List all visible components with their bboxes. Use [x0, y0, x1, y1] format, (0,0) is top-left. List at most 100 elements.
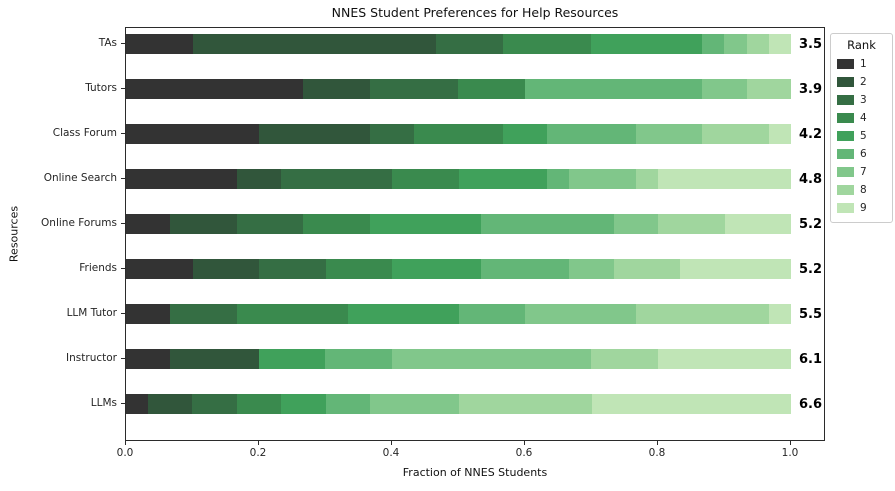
- bar-segment-rank-7: [702, 79, 747, 99]
- bar-segment-rank-5: [258, 349, 326, 369]
- bar-segment-rank-1: [126, 304, 171, 324]
- legend-entry-rank-5: 5: [837, 127, 886, 145]
- bar-segment-rank-9: [768, 304, 792, 324]
- x-tick-mark: [657, 441, 658, 445]
- bar-segment-rank-7: [569, 259, 614, 279]
- bar-segment-rank-9: [724, 214, 792, 234]
- bar-segment-rank-7: [635, 124, 703, 144]
- bar-segment-rank-9: [657, 169, 791, 189]
- legend-swatch-rank-6: [837, 149, 854, 159]
- mean-rank-label-online-forums: 5.2: [799, 216, 823, 232]
- bar-segment-rank-4: [414, 124, 503, 144]
- x-tick-label-0.8: 0.8: [648, 447, 666, 459]
- bar-segment-rank-6: [547, 169, 570, 189]
- mean-rank-label-tutors: 3.9: [799, 81, 823, 97]
- x-tick-mark: [125, 441, 126, 445]
- y-tick-label-online-search: Online Search: [43, 172, 117, 184]
- bar-segment-rank-4: [236, 304, 348, 324]
- legend-entry-rank-6: 6: [837, 145, 886, 163]
- bar-tas: [126, 34, 791, 54]
- y-tick-label-class-forum: Class Forum: [52, 127, 117, 139]
- bar-segment-rank-4: [502, 34, 592, 54]
- y-tick-label-friends: Friends: [79, 262, 117, 274]
- legend-label-rank-6: 6: [860, 148, 867, 160]
- legend-entry-rank-7: 7: [837, 163, 886, 181]
- y-tick-mark: [121, 268, 125, 269]
- bar-segment-rank-2: [259, 124, 370, 144]
- y-tick-label-tas: TAs: [98, 37, 117, 49]
- bar-segment-rank-2: [192, 259, 259, 279]
- legend-entry-rank-2: 2: [837, 73, 886, 91]
- bar-segment-rank-3: [236, 214, 304, 234]
- bar-segment-rank-6: [702, 34, 725, 54]
- legend-label-rank-5: 5: [860, 130, 867, 142]
- bar-segment-rank-5: [369, 214, 481, 234]
- mean-rank-label-class-forum: 4.2: [799, 126, 823, 142]
- bar-segment-rank-8: [591, 349, 658, 369]
- x-tick-label-0.0: 0.0: [116, 447, 134, 459]
- bar-segment-rank-2: [170, 349, 259, 369]
- bar-segment-rank-5: [392, 259, 481, 279]
- bar-segment-rank-3: [192, 394, 237, 414]
- bar-segment-rank-1: [126, 169, 237, 189]
- bar-segment-rank-9: [680, 259, 791, 279]
- mean-rank-label-instructor: 6.1: [799, 351, 823, 367]
- bar-online-forums: [126, 214, 792, 234]
- bar-segment-rank-3: [369, 79, 459, 99]
- bar-segment-rank-2: [192, 34, 437, 54]
- y-tick-mark: [121, 223, 125, 224]
- bar-segment-rank-2: [148, 394, 193, 414]
- bar-llms: [126, 394, 791, 414]
- y-tick-mark: [121, 178, 125, 179]
- mean-rank-label-llms: 6.6: [799, 396, 823, 412]
- legend-title: Rank: [847, 38, 876, 52]
- y-tick-mark: [121, 358, 125, 359]
- bar-segment-rank-4: [236, 394, 282, 414]
- bar-segment-rank-7: [569, 169, 636, 189]
- bar-segment-rank-8: [635, 304, 769, 324]
- legend-label-rank-1: 1: [860, 58, 867, 70]
- bar-segment-rank-6: [524, 79, 703, 99]
- bar-segment-rank-8: [635, 169, 658, 189]
- x-tick-mark: [790, 441, 791, 445]
- bar-segment-rank-5: [347, 304, 459, 324]
- legend-swatch-rank-4: [837, 113, 854, 123]
- legend-label-rank-8: 8: [860, 184, 867, 196]
- y-tick-label-llms: LLMs: [90, 397, 117, 409]
- bar-segment-rank-1: [126, 349, 171, 369]
- bar-segment-rank-8: [702, 124, 769, 144]
- bar-segment-rank-3: [369, 124, 415, 144]
- y-tick-label-llm-tutor: LLM Tutor: [66, 307, 117, 319]
- bar-segment-rank-8: [746, 79, 792, 99]
- x-tick-mark: [391, 441, 392, 445]
- x-tick-mark: [524, 441, 525, 445]
- bar-segment-rank-2: [236, 169, 282, 189]
- bar-segment-rank-1: [126, 394, 149, 414]
- y-tick-mark: [121, 313, 125, 314]
- x-tick-label-1.0: 1.0: [781, 447, 799, 459]
- x-tick-label-0.2: 0.2: [249, 447, 267, 459]
- y-tick-label-online-forums: Online Forums: [41, 217, 117, 229]
- bar-instructor: [126, 349, 791, 369]
- plot-area: 3.5 3.9 4.2 4.8 5.2 5.2 5.5 6.1 6.6: [125, 27, 825, 441]
- bar-segment-rank-6: [547, 124, 636, 144]
- bar-segment-rank-7: [613, 214, 659, 234]
- legend-entry-rank-8: 8: [837, 181, 886, 199]
- bar-segment-rank-3: [259, 259, 326, 279]
- legend-swatch-rank-2: [837, 77, 854, 87]
- y-tick-mark: [121, 403, 125, 404]
- bar-friends: [126, 259, 791, 279]
- y-tick-mark: [121, 43, 125, 44]
- bar-llm-tutor: [126, 304, 792, 324]
- bar-segment-rank-6: [325, 349, 392, 369]
- legend-label-rank-4: 4: [860, 112, 867, 124]
- bar-segment-rank-4: [458, 79, 525, 99]
- y-tick-label-tutors: Tutors: [85, 82, 117, 94]
- mean-rank-label-llm-tutor: 5.5: [799, 306, 823, 322]
- bar-segment-rank-7: [525, 304, 636, 324]
- bar-segment-rank-9: [768, 124, 791, 144]
- bar-segment-rank-9: [768, 34, 791, 54]
- legend-entry-rank-9: 9: [837, 199, 886, 217]
- bar-segment-rank-5: [458, 169, 548, 189]
- legend: Rank 1 2 3 4 5 6 7 8 9: [830, 33, 893, 223]
